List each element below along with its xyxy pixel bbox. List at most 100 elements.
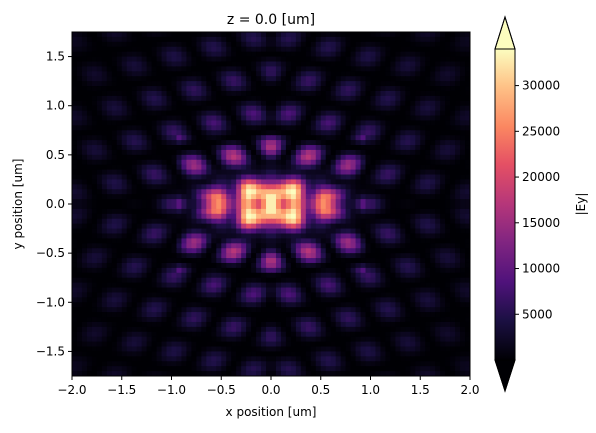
heatmap-cell (231, 66, 237, 72)
heatmap-cell (380, 110, 387, 117)
heatmap-cell (285, 248, 292, 254)
heatmap-cell (256, 233, 262, 239)
heatmap-cell (211, 326, 217, 333)
heatmap-cell (91, 292, 98, 298)
heatmap-cell (161, 189, 168, 195)
heatmap-cell (106, 41, 113, 48)
heatmap-cell (295, 307, 302, 313)
heatmap-cell (251, 120, 257, 126)
heatmap-cell (246, 46, 252, 53)
heatmap-cell (460, 307, 466, 313)
heatmap-cell (295, 46, 302, 53)
heatmap-cell (310, 86, 317, 92)
heatmap-cell (266, 164, 272, 171)
heatmap-cell (86, 90, 93, 97)
heatmap-cell (141, 336, 148, 343)
heatmap-cell (415, 272, 421, 279)
heatmap-cell (136, 258, 143, 264)
heatmap-cell (86, 199, 93, 205)
heatmap-cell (266, 218, 272, 225)
heatmap-cell (280, 61, 287, 67)
heatmap-cell (350, 302, 357, 308)
heatmap-cell (191, 169, 197, 176)
heatmap-cell (285, 312, 292, 318)
heatmap-cell (216, 120, 222, 126)
heatmap-cell (435, 95, 441, 102)
heatmap-cell (271, 56, 277, 63)
heatmap-cell (151, 287, 158, 294)
heatmap-cell (450, 145, 456, 151)
heatmap-cell (251, 267, 257, 274)
heatmap-cell (410, 292, 416, 298)
heatmap-cell (96, 218, 103, 225)
heatmap-cell (261, 292, 267, 298)
heatmap-cell (176, 36, 183, 43)
heatmap-cell (380, 253, 387, 259)
heatmap-cell (330, 292, 337, 298)
heatmap-cell (435, 179, 441, 185)
heatmap-cell (305, 262, 312, 269)
heatmap-cell (390, 312, 396, 318)
heatmap-cell (415, 307, 421, 313)
heatmap-cell (325, 218, 332, 225)
heatmap-cell (241, 32, 247, 38)
heatmap-cell (191, 302, 197, 308)
heatmap-cell (96, 326, 103, 333)
heatmap-cell (380, 86, 387, 92)
heatmap-cell (111, 272, 118, 279)
heatmap-cell (430, 51, 436, 58)
heatmap-cell (435, 46, 441, 53)
heatmap-cell (86, 336, 93, 343)
heatmap-cell (285, 228, 292, 235)
heatmap-cell (280, 164, 287, 171)
heatmap-cell (101, 61, 108, 67)
heatmap-cell (116, 258, 123, 264)
heatmap-cell (131, 199, 138, 205)
heatmap-cell (151, 336, 158, 343)
heatmap-cell (251, 243, 257, 249)
heatmap-cell (360, 130, 367, 136)
heatmap-cell (350, 238, 357, 244)
heatmap-cell (410, 253, 416, 259)
heatmap-cell (275, 110, 282, 117)
heatmap-cell (390, 140, 396, 146)
heatmap-cell (241, 199, 247, 205)
heatmap-cell (290, 228, 297, 235)
heatmap-cell (320, 292, 327, 298)
heatmap-cell (335, 243, 342, 249)
heatmap-cell (156, 277, 163, 284)
heatmap-cell (275, 149, 282, 156)
heatmap-cell (320, 32, 327, 38)
heatmap-cell (151, 262, 158, 269)
heatmap-cell (81, 282, 88, 289)
heatmap-cell (196, 282, 202, 289)
heatmap-cell (335, 140, 342, 146)
heatmap-cell (380, 159, 387, 166)
heatmap-cell (395, 253, 401, 259)
heatmap-cell (450, 326, 456, 333)
heatmap-cell (226, 61, 232, 67)
heatmap-cell (206, 154, 212, 161)
heatmap-cell (400, 135, 406, 141)
heatmap-cell (275, 238, 282, 244)
heatmap-cell (325, 71, 332, 77)
heatmap-cell (345, 223, 352, 230)
heatmap-cell (166, 287, 173, 294)
heatmap-cell (251, 277, 257, 284)
heatmap-cell (465, 36, 470, 43)
heatmap-cell (136, 287, 143, 294)
heatmap-cell (211, 174, 217, 181)
heatmap-cell (236, 56, 242, 63)
heatmap-cell (181, 248, 188, 254)
heatmap-cell (271, 277, 277, 284)
heatmap-cell (305, 258, 312, 264)
heatmap-cell (285, 154, 292, 161)
heatmap-cell (430, 331, 436, 338)
heatmap-cell (181, 81, 188, 87)
heatmap-cell (216, 287, 222, 294)
heatmap-cell (76, 125, 83, 131)
heatmap-cell (295, 76, 302, 82)
heatmap-cell (440, 248, 446, 254)
heatmap-cell (295, 331, 302, 338)
heatmap-cell (310, 179, 317, 185)
